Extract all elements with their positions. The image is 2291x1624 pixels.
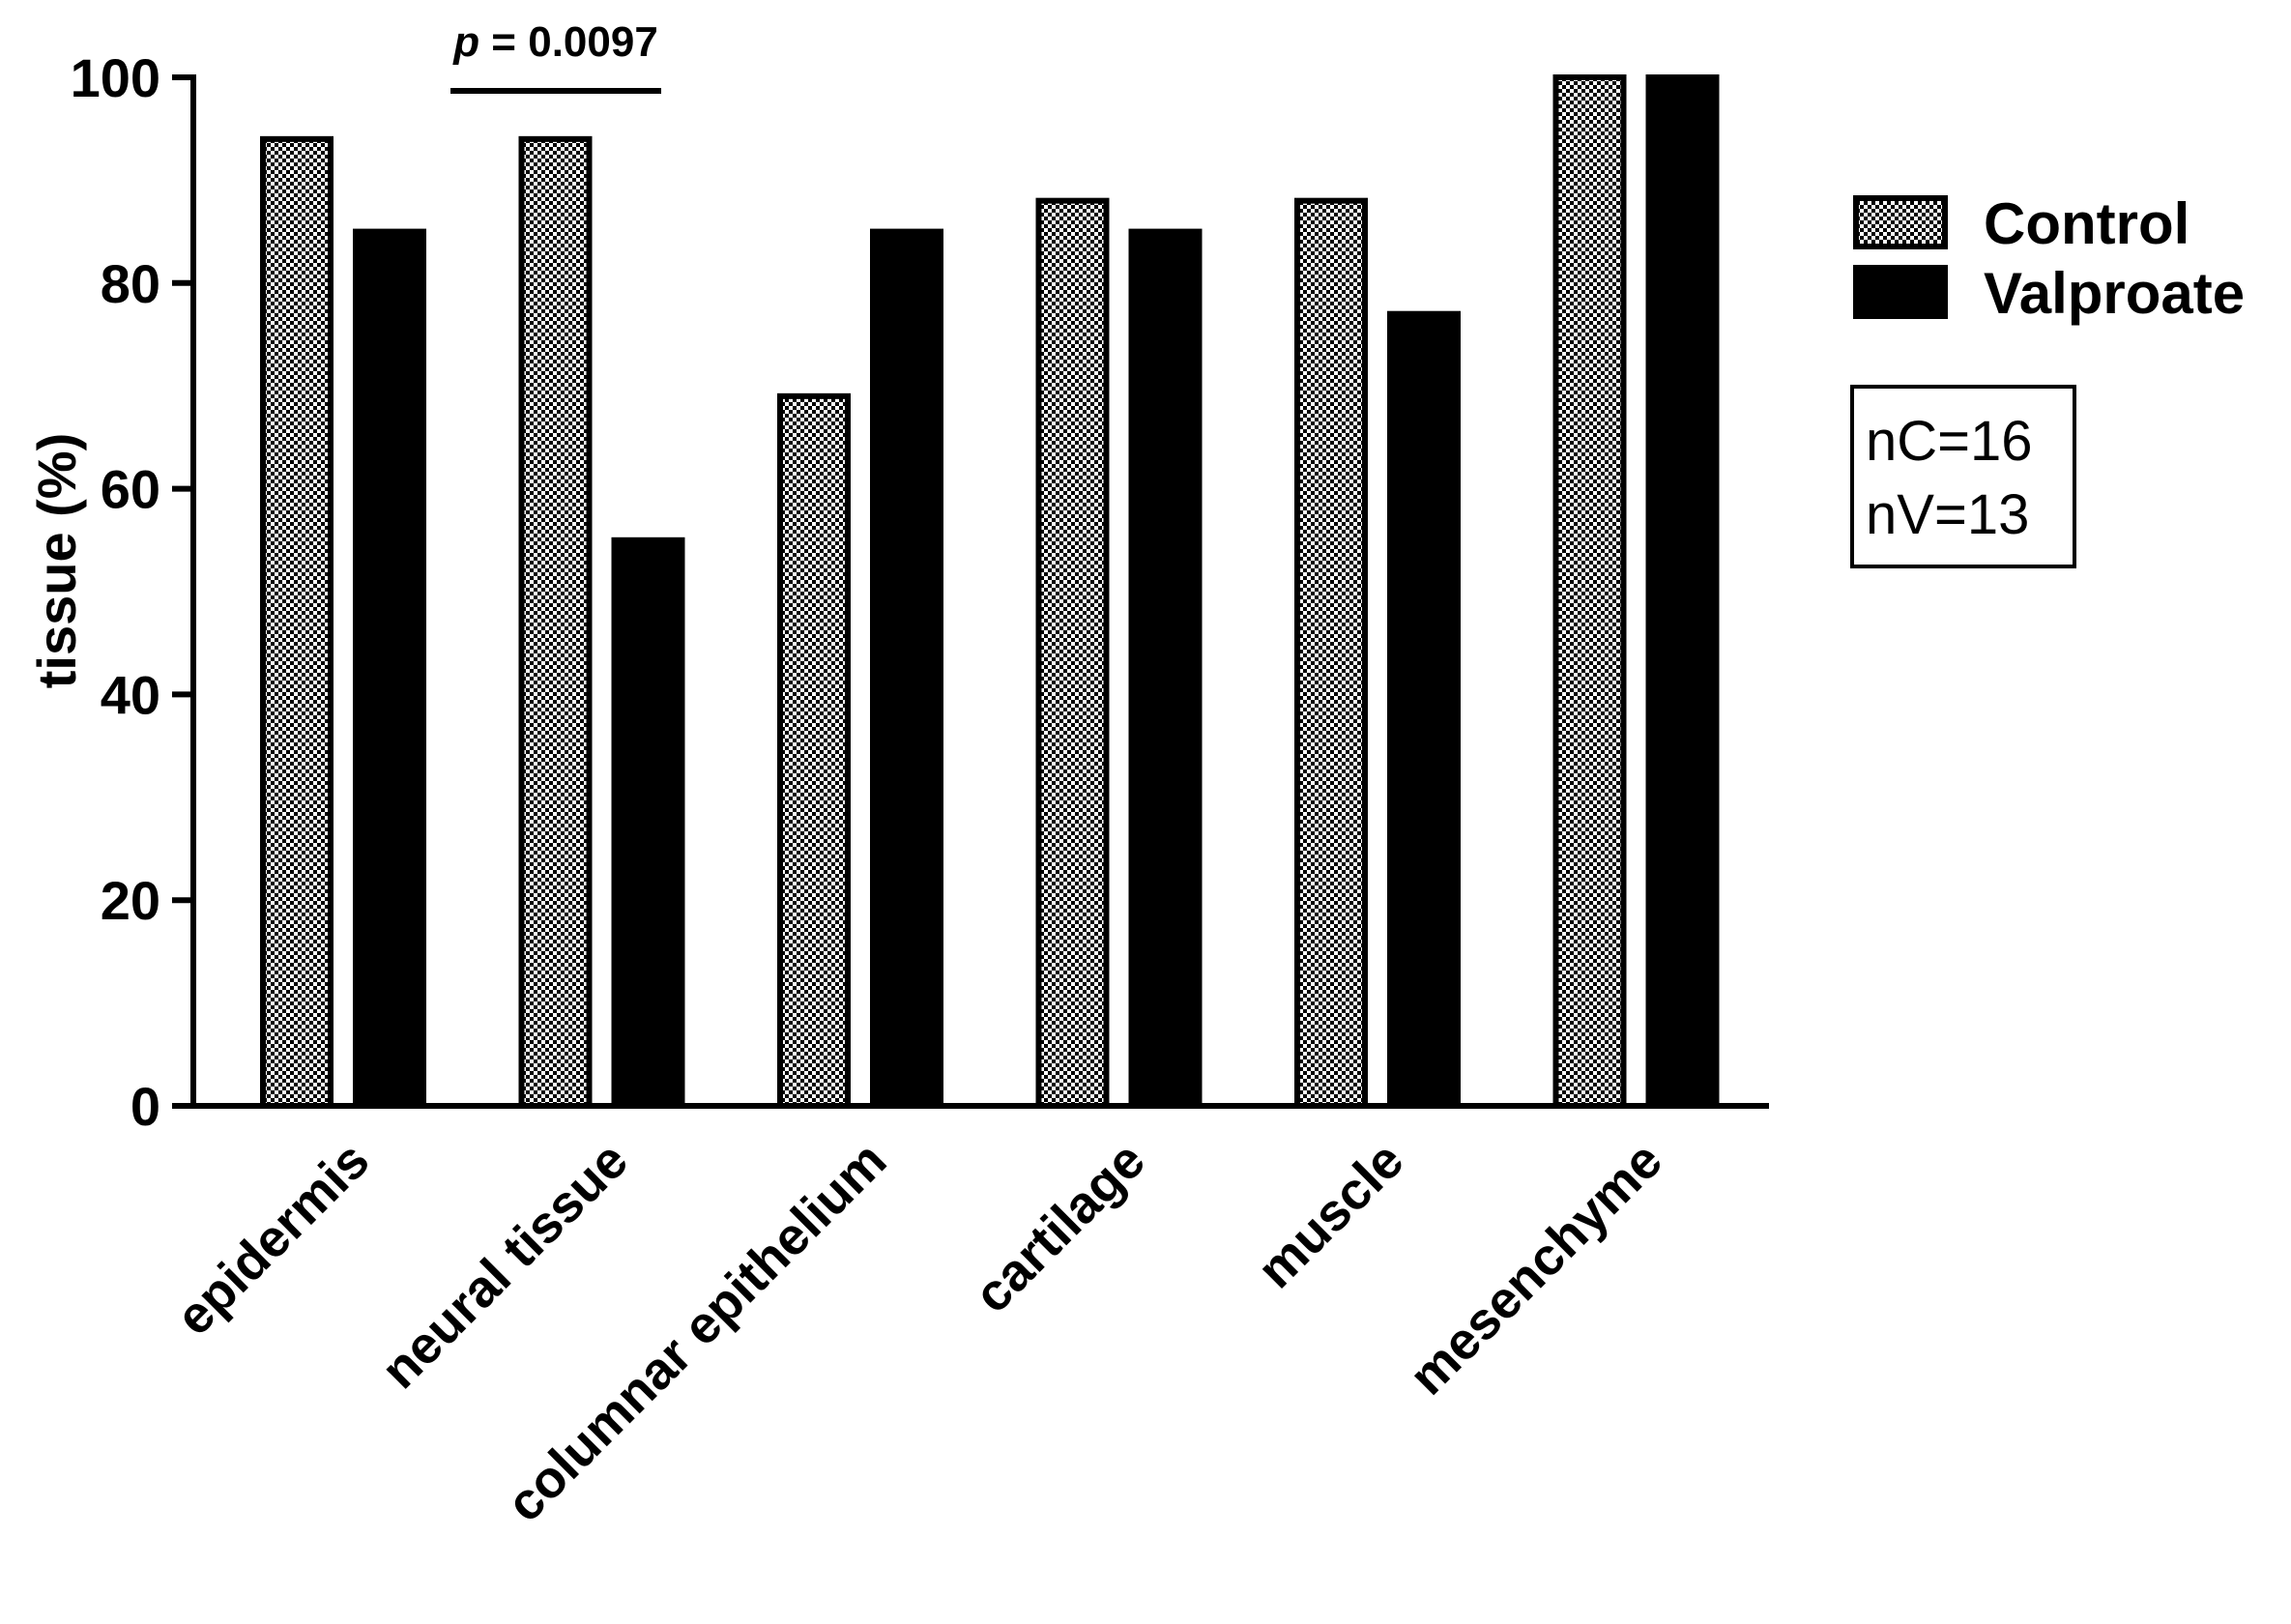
bar-control-columnar-epithelium — [777, 392, 851, 1109]
legend: Control Valproate — [1853, 191, 2245, 326]
bar-valproate-epidermis — [353, 228, 426, 1110]
bar-control-neural-tissue — [518, 135, 593, 1109]
y-tick-label-20: 20 — [101, 870, 160, 931]
bar-valproate-neural-tissue — [611, 536, 685, 1109]
legend-label-valproate: Valproate — [1984, 261, 2245, 326]
y-tick-label-60: 60 — [101, 459, 160, 520]
p-symbol: p — [452, 18, 479, 66]
legend-label-control: Control — [1984, 191, 2190, 256]
sample-size-valproate: nV=13 — [1866, 483, 2029, 546]
bar-valproate-muscle — [1387, 310, 1461, 1110]
legend-swatch-valproate — [1853, 265, 1948, 319]
sample-size-border — [1850, 385, 2076, 568]
y-tick-label-80: 80 — [101, 253, 160, 314]
x-tick-label-neural-tissue: neural tissue — [370, 1131, 639, 1400]
x-tick-label-mesenchyme: mesenchyme — [1399, 1131, 1673, 1406]
bar-control-cartilage — [1035, 197, 1110, 1109]
bar-valproate-cartilage — [1128, 228, 1203, 1110]
significance-annotation: p = 0.0097 — [450, 18, 661, 94]
sample-size-control: nC=16 — [1866, 410, 2033, 473]
legend-swatch-control — [1853, 195, 1948, 249]
bars-layer — [260, 74, 1720, 1110]
y-axis-title: tissue (%) — [26, 433, 87, 689]
y-tick-label-100: 100 — [71, 47, 160, 108]
x-tick-label-muscle: muscle — [1246, 1131, 1414, 1299]
bar-valproate-mesenchyme — [1645, 74, 1720, 1109]
x-tick-label-epidermis: epidermis — [165, 1131, 381, 1347]
bar-control-mesenchyme — [1552, 74, 1627, 1109]
bar-valproate-columnar-epithelium — [870, 228, 943, 1110]
bar-control-muscle — [1294, 197, 1368, 1109]
y-tick-label-40: 40 — [101, 664, 160, 725]
p-value: = 0.0097 — [479, 18, 658, 66]
y-tick-label-0: 0 — [130, 1076, 160, 1137]
x-tick-label-cartilage: cartilage — [963, 1131, 1155, 1323]
bar-control-epidermis — [260, 135, 334, 1109]
significance-label: p = 0.0097 — [452, 18, 658, 66]
sample-size-box: nC=16 nV=13 — [1850, 385, 2076, 568]
